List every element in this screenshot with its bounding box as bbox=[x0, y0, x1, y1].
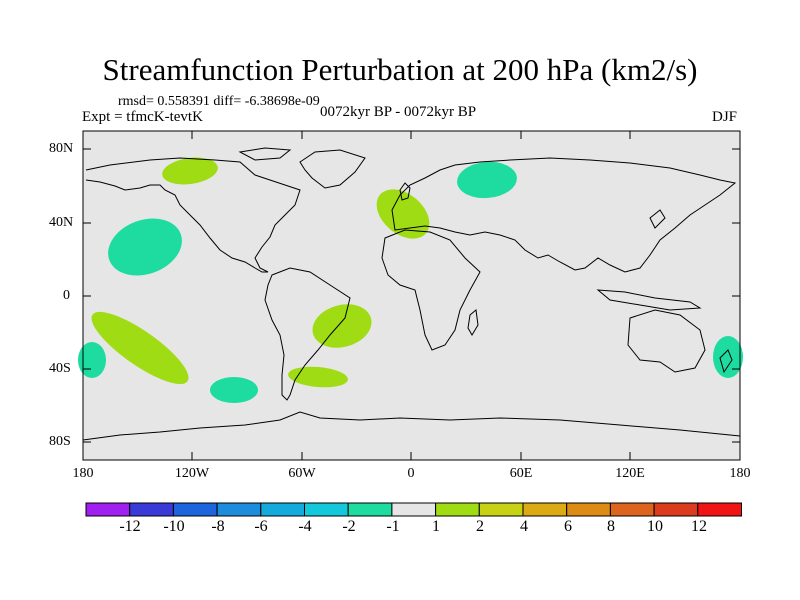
colorbar-label: -6 bbox=[254, 518, 268, 535]
lon-label-0: 0 bbox=[407, 466, 415, 481]
experiment-label: Expt = tfmcK-tevtK bbox=[82, 109, 203, 125]
colorbar-swatch bbox=[347, 502, 393, 517]
rmsd-diff-stats: rmsd= 0.558391 diff= -6.38698e-09 bbox=[118, 94, 320, 109]
coast-south-america bbox=[264, 267, 351, 401]
colorbar-label: -12 bbox=[119, 518, 141, 535]
colorbar-label: -1 bbox=[386, 518, 400, 535]
anomaly-europe bbox=[376, 189, 430, 239]
colorbar-swatch bbox=[697, 502, 742, 517]
colorbar-swatch bbox=[653, 502, 699, 517]
coast-antarctica bbox=[82, 411, 741, 441]
coast-madagascar bbox=[467, 309, 479, 336]
coast-indonesia bbox=[596, 289, 702, 311]
coast-eurasia bbox=[391, 157, 737, 273]
coast-uk bbox=[399, 182, 411, 201]
anomaly-regions bbox=[78, 157, 743, 403]
anomaly-alaska bbox=[162, 157, 218, 185]
colorbar-swatch bbox=[566, 502, 611, 517]
anomaly-new-zealand bbox=[713, 336, 743, 378]
coast-north-america bbox=[85, 157, 301, 273]
anomaly-south-atlantic bbox=[288, 366, 348, 388]
lon-label-180w: 180 bbox=[72, 466, 94, 481]
colorbar-swatch bbox=[391, 502, 437, 517]
lon-label-60e: 60E bbox=[509, 466, 533, 481]
colorbar-swatch bbox=[304, 502, 349, 517]
colorbar-label: 1 bbox=[432, 518, 440, 535]
lat-label-40n: 40N bbox=[49, 215, 74, 230]
coast-new-zealand bbox=[719, 349, 733, 374]
colorbar-swatch bbox=[129, 502, 174, 517]
colorbar-label: 10 bbox=[647, 518, 663, 535]
colorbar-label: 8 bbox=[607, 518, 615, 535]
lon-label-60w: 60W bbox=[288, 466, 316, 481]
anomaly-dateline-south bbox=[78, 342, 106, 378]
lat-label-80n: 80N bbox=[49, 141, 74, 156]
colorbar-swatch bbox=[435, 502, 480, 517]
coast-japan bbox=[649, 209, 666, 229]
colorbar-swatch bbox=[609, 502, 655, 517]
anomaly-brazil bbox=[312, 304, 372, 348]
anomaly-russia bbox=[457, 161, 517, 199]
map-background bbox=[83, 131, 740, 460]
colorbar-label: -8 bbox=[211, 518, 225, 535]
coast-arctic-islands bbox=[238, 147, 292, 161]
colorbar-label: 2 bbox=[476, 518, 484, 535]
colorbar-swatch bbox=[85, 502, 131, 517]
colorbar-label: -10 bbox=[163, 518, 185, 535]
colorbar-swatch bbox=[216, 502, 262, 517]
colorbar-swatch bbox=[260, 502, 305, 517]
lon-ticks bbox=[191, 131, 631, 460]
period-label: 0072kyr BP - 0072kyr BP bbox=[320, 104, 477, 120]
colorbar-swatch bbox=[172, 502, 218, 517]
colorbar-swatch bbox=[522, 502, 568, 517]
anomaly-south-pacific-band bbox=[91, 311, 189, 385]
anomaly-north-pacific bbox=[108, 218, 182, 276]
lat-label-0: 0 bbox=[63, 288, 70, 303]
lon-label-120w: 120W bbox=[174, 466, 210, 481]
lat-label-40s: 40S bbox=[49, 361, 71, 376]
colorbar-label: -2 bbox=[342, 518, 356, 535]
lat-ticks bbox=[83, 148, 740, 443]
season-label: DJF bbox=[712, 109, 738, 125]
colorbar-label: 4 bbox=[520, 518, 528, 535]
coast-africa bbox=[381, 229, 481, 351]
colorbar-label: -4 bbox=[298, 518, 312, 535]
colorbar-label: 6 bbox=[564, 518, 572, 535]
coastlines bbox=[82, 147, 741, 441]
coast-australia bbox=[627, 309, 706, 373]
anomaly-southeast-pacific bbox=[210, 377, 258, 403]
lon-label-180e: 180 bbox=[729, 466, 751, 481]
colorbar-swatch bbox=[478, 502, 524, 517]
lat-label-80s: 80S bbox=[49, 434, 71, 449]
colorbar bbox=[85, 502, 742, 517]
lon-label-120e: 120E bbox=[615, 466, 645, 481]
colorbar-label: 12 bbox=[691, 518, 707, 535]
chart-title: Streamfunction Perturbation at 200 hPa (… bbox=[102, 52, 698, 87]
coast-greenland bbox=[299, 149, 366, 189]
